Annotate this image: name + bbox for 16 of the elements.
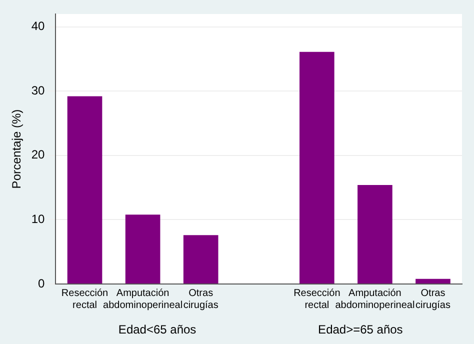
bar <box>358 185 392 284</box>
text: Edad>=65 años <box>318 322 403 336</box>
x-tick-label: Otras cirugías <box>415 288 450 311</box>
y-tick-label: 10 <box>31 212 46 226</box>
y-tick-label: 30 <box>31 83 46 98</box>
y-tick-label: 40 <box>31 19 46 34</box>
bar <box>416 278 450 284</box>
y-tick-label: 20 <box>31 148 46 162</box>
bar <box>300 52 334 284</box>
y-tick-label: 0 <box>38 276 46 290</box>
bar <box>125 214 160 284</box>
bar <box>67 96 102 284</box>
y-axis-title: Porcentaje (%) <box>10 109 24 189</box>
text: Edad<65 años <box>118 322 196 336</box>
x-tick-label: Otras cirugías <box>183 288 218 311</box>
bar <box>183 235 218 284</box>
